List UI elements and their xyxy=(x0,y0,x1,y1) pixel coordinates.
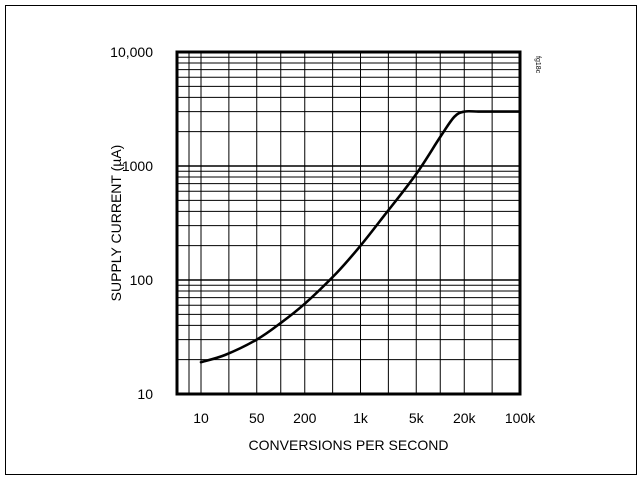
tick-labels: 10 50 200 1k 5k 20k 100k 10 100 1000 10,000 xyxy=(110,44,536,426)
x-tick-label: 20k xyxy=(453,410,477,426)
x-tick-label: 10 xyxy=(193,410,209,426)
x-tick-label: 200 xyxy=(293,410,317,426)
grid xyxy=(177,52,520,394)
plot-frame xyxy=(175,50,522,396)
series-line-0 xyxy=(199,109,522,364)
x-tick-label: 50 xyxy=(249,410,265,426)
x-tick-label: 1k xyxy=(353,410,369,426)
series-layer xyxy=(199,109,522,364)
figure-id-label: fg18c xyxy=(534,56,541,74)
y-tick-label: 10 xyxy=(137,386,153,402)
outer-border xyxy=(5,5,637,475)
x-tick-label: 5k xyxy=(409,410,425,426)
y-axis-label: SUPPLY CURRENT (µA) xyxy=(108,145,124,302)
y-tick-label: 10,000 xyxy=(110,44,153,60)
y-tick-label: 1000 xyxy=(122,158,153,174)
y-tick-label: 100 xyxy=(130,272,154,288)
x-axis-label: CONVERSIONS PER SECOND xyxy=(249,437,449,453)
x-tick-label: 100k xyxy=(505,410,536,426)
